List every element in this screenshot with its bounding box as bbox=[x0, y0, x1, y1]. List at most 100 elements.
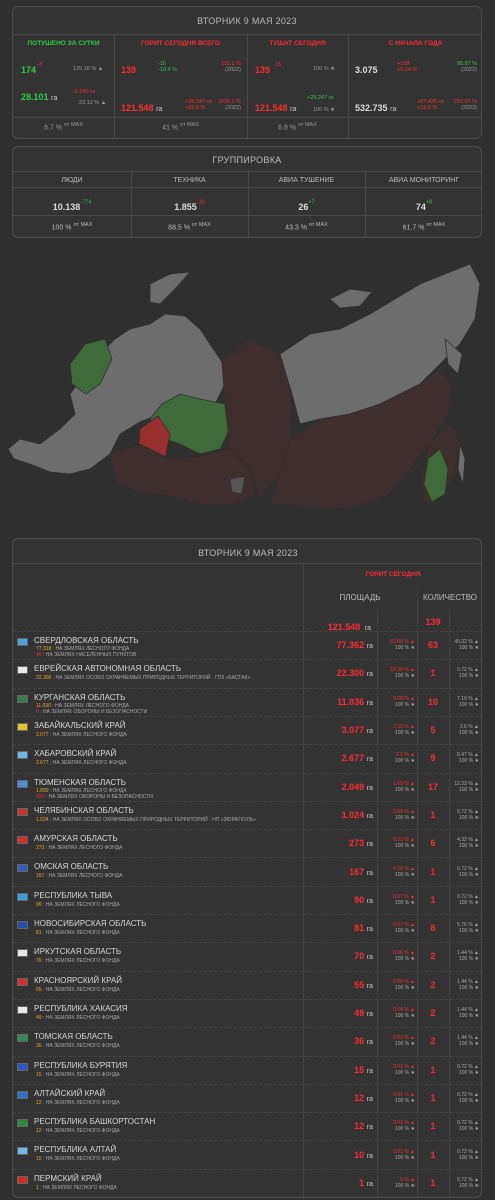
table-row[interactable]: ТОМСКАЯ ОБЛАСТЬ 36 : НА ЗЕМЛЯХ ЛЕСНОГО ФО… bbox=[13, 1027, 483, 1055]
region-flag-icon bbox=[17, 1147, 28, 1156]
region-count: 1 bbox=[430, 1064, 436, 1075]
region-area-pct: 9.08 % ▲ 100 % ★ bbox=[393, 695, 415, 708]
region-count-pct: 0.72 % ▲ 100 % ★ bbox=[457, 1091, 479, 1104]
table-row[interactable]: ИРКУТСКАЯ ОБЛАСТЬ 70 : НА ЗЕМЛЯХ ЛЕСНОГО … bbox=[13, 942, 483, 970]
region-sub-line-1: 1.899 : НА ЗЕМЛЯХ ЛЕСНОГО ФОНДА bbox=[36, 787, 127, 794]
region-flag-icon bbox=[17, 949, 28, 958]
table-row[interactable]: ПЕРМСКИЙ КРАЙ 1 : НА ЗЕМЛЯХ ЛЕСНОГО ФОНДА… bbox=[13, 1168, 483, 1197]
table-row[interactable]: РЕСПУБЛИКА ТЫВА 90 : НА ЗЕМЛЯХ ЛЕСНОГО ФО… bbox=[13, 885, 483, 914]
region-name[interactable]: АЛТАЙСКИЙ КРАЙ bbox=[34, 1088, 106, 1098]
region-name[interactable]: ХАБАРОВСКИЙ КРАЙ bbox=[34, 749, 117, 759]
region-area-pct: 0.01 % ▲ 100 % ★ bbox=[393, 1063, 415, 1076]
region-name[interactable]: РЕСПУБЛИКА АЛТАЙ bbox=[34, 1145, 117, 1155]
map-region-north-islands bbox=[329, 288, 373, 309]
region-flag-icon bbox=[17, 1119, 28, 1128]
region-area-pct: 0 % ▲ 100 % ★ bbox=[394, 1176, 415, 1189]
region-name[interactable]: АМУРСКАЯ ОБЛАСТЬ bbox=[34, 834, 118, 844]
region-count: 1 bbox=[430, 1092, 436, 1103]
region-name[interactable]: РЕСПУБЛИКА БУРЯТИЯ bbox=[34, 1060, 128, 1070]
map-region-arctic-islands bbox=[149, 271, 191, 305]
table-row[interactable]: ТЮМЕНСКАЯ ОБЛАСТЬ 1.899 : НА ЗЕМЛЯХ ЛЕСНО… bbox=[13, 772, 483, 801]
table-row[interactable]: СВЕРДЛОВСКАЯ ОБЛАСТЬ 77.318 : НА ЗЕМЛЯХ Л… bbox=[13, 631, 483, 659]
region-sub-line-2: 150 : НА ЗЕМЛЯХ ОБОРОНЫ И БЕЗОПАСНОСТИ bbox=[36, 793, 153, 800]
table-row[interactable]: ЕВРЕЙСКАЯ АВТОНОМНАЯ ОБЛАСТЬ 22.300 : НА … bbox=[13, 659, 483, 687]
table-row[interactable]: КРАСНОЯРСКИЙ КРАЙ 65 : НА ЗЕМЛЯХ ЛЕСНОГО … bbox=[13, 970, 483, 999]
group-people-label: ЛЮДИ bbox=[61, 177, 83, 184]
region-area: 11.036 га bbox=[337, 696, 373, 707]
table-row[interactable]: КУРГАНСКАЯ ОБЛАСТЬ 11.030 : НА ЗЕМЛЯХ ЛЕС… bbox=[13, 687, 483, 716]
groups-title: ГРУППИРОВКА bbox=[212, 155, 282, 165]
table-count-header[interactable]: КОЛИЧЕСТВО bbox=[422, 593, 478, 602]
region-flag-icon bbox=[17, 864, 28, 873]
region-name[interactable]: ЗАБАЙКАЛЬСКИЙ КРАЙ bbox=[34, 720, 126, 730]
table-row[interactable]: РЕСПУБЛИКА БАШКОРТОСТАН 12 : НА ЗЕМЛЯХ ЛЕ… bbox=[13, 1112, 483, 1140]
map-region-sakhalin bbox=[457, 443, 466, 485]
group-people-value: 10.138-774 bbox=[52, 199, 92, 212]
region-name[interactable]: КУРГАНСКАЯ ОБЛАСТЬ bbox=[34, 692, 126, 702]
region-name[interactable]: ТОМСКАЯ ОБЛАСТЬ bbox=[34, 1032, 113, 1042]
region-name[interactable]: ЧЕЛЯБИНСКАЯ ОБЛАСТЬ bbox=[34, 805, 134, 815]
region-area: 1.024 га bbox=[341, 809, 373, 820]
extinguishing-max: 6.8 % от MAX bbox=[278, 122, 317, 132]
burning-area-delta: +29.247 га +23.6 % bbox=[185, 99, 212, 111]
region-count: 8 bbox=[430, 923, 436, 934]
table-area-header[interactable]: ПЛОЩАДЬ bbox=[339, 593, 381, 602]
extinguished-area-delta: -5.240 га bbox=[73, 89, 96, 95]
table-row[interactable]: АЛТАЙСКИЙ КРАЙ 12 : НА ЗЕМЛЯХ ЛЕСНОГО ФОН… bbox=[13, 1083, 483, 1112]
header-burning: ГОРИТ СЕГОДНЯ ВСЕГО bbox=[141, 40, 220, 47]
extinguishing-area-delta: +29.247 га bbox=[307, 95, 334, 101]
region-name[interactable]: СВЕРДЛОВСКАЯ ОБЛАСТЬ bbox=[34, 636, 139, 645]
region-count-pct: 1.44 % ▲ 100 % ★ bbox=[457, 950, 479, 963]
region-count: 2 bbox=[430, 979, 436, 990]
table-title: ВТОРНИК 9 МАЯ 2023 bbox=[198, 548, 298, 558]
region-count: 1 bbox=[430, 1149, 436, 1160]
region-area-pct: 0.07 % ▲ 100 % ★ bbox=[393, 922, 415, 935]
region-name[interactable]: НОВОСИБИРСКАЯ ОБЛАСТЬ bbox=[34, 919, 147, 928]
region-count: 1 bbox=[430, 809, 436, 820]
region-area-pct: 0.07 % ▲ 100 % ★ bbox=[393, 893, 415, 906]
region-area: 81 га bbox=[354, 923, 373, 934]
region-flag-icon bbox=[17, 1034, 28, 1043]
region-name[interactable]: ИРКУТСКАЯ ОБЛАСТЬ bbox=[34, 947, 122, 957]
region-name[interactable]: РЕСПУБЛИКА ХАКАСИЯ bbox=[34, 1003, 128, 1013]
region-sub-line-1: 36 : НА ЗЕМЛЯХ ЛЕСНОГО ФОНДА bbox=[36, 1043, 120, 1050]
region-sub-line-1: 11.030 : НА ЗЕМЛЯХ ЛЕСНОГО ФОНДА bbox=[36, 702, 130, 709]
region-area-pct: 0.03 % ▲ 100 % ★ bbox=[393, 1035, 415, 1048]
region-area: 36 га bbox=[354, 1036, 373, 1047]
table-row[interactable]: АМУРСКАЯ ОБЛАСТЬ 273 : НА ЗЕМЛЯХ ЛЕСНОГО … bbox=[13, 829, 483, 857]
table-row[interactable]: ЗАБАЙКАЛЬСКИЙ КРАЙ 3.077 : НА ЗЕМЛЯХ ЛЕСН… bbox=[13, 715, 483, 744]
russia-fire-map[interactable] bbox=[0, 244, 495, 534]
region-name[interactable]: ПЕРМСКИЙ КРАЙ bbox=[34, 1173, 102, 1183]
table-row[interactable]: РЕСПУБЛИКА БУРЯТИЯ 15 : НА ЗЕМЛЯХ ЛЕСНОГО… bbox=[13, 1055, 483, 1084]
region-name[interactable]: ОМСКАЯ ОБЛАСТЬ bbox=[34, 862, 109, 872]
map-region-kamchatka bbox=[444, 338, 463, 375]
extinguished-max: 6.7 % от MAX bbox=[44, 122, 83, 132]
region-area: 77.362 га bbox=[336, 640, 373, 651]
extinguishing-count-delta: -15 bbox=[273, 62, 281, 68]
extinguishing-area-pct: 100 % ★ bbox=[313, 107, 336, 113]
table-total-count: 139 bbox=[425, 617, 441, 627]
table-row[interactable]: РЕСПУБЛИКА АЛТАЙ 10 : НА ЗЕМЛЯХ ЛЕСНОГО Ф… bbox=[13, 1140, 483, 1168]
region-area-pct: 0.84 % ▲ 100 % ★ bbox=[393, 808, 415, 821]
region-count-pct: 6.47 % ▲ 100 % ★ bbox=[457, 752, 479, 765]
table-row[interactable]: ОМСКАЯ ОБЛАСТЬ 167 : НА ЗЕМЛЯХ ЛЕСНОГО ФО… bbox=[13, 857, 483, 885]
region-name[interactable]: ТЮМЕНСКАЯ ОБЛАСТЬ bbox=[34, 777, 127, 787]
region-count: 17 bbox=[427, 781, 438, 792]
table-row[interactable]: ЧЕЛЯБИНСКАЯ ОБЛАСТЬ 1.024 : НА ЗЕМЛЯХ ОСО… bbox=[13, 800, 483, 829]
region-name[interactable]: ЕВРЕЙСКАЯ АВТОНОМНАЯ ОБЛАСТЬ bbox=[34, 664, 182, 674]
region-name[interactable]: РЕСПУБЛИКА БАШКОРТОСТАН bbox=[34, 1117, 156, 1127]
region-area-pct: 2.53 % ▲ 100 % ★ bbox=[393, 724, 415, 737]
region-name[interactable]: КРАСНОЯРСКИЙ КРАЙ bbox=[34, 975, 122, 985]
region-count-pct: 0.72 % ▲ 100 % ★ bbox=[457, 893, 479, 906]
region-count: 2 bbox=[430, 951, 436, 962]
region-name[interactable]: РЕСПУБЛИКА ТЫВА bbox=[34, 890, 113, 900]
groups-panel: ГРУППИРОВКА ЛЮДИ ТЕХНИКА АВИА ТУШЕНИЕ АВ… bbox=[12, 146, 482, 238]
region-sub-line-1: 70 : НА ЗЕМЛЯХ ЛЕСНОГО ФОНДА bbox=[36, 958, 120, 965]
region-flag-icon bbox=[17, 921, 28, 929]
table-row[interactable]: РЕСПУБЛИКА ХАКАСИЯ 49 : НА ЗЕМЛЯХ ЛЕСНОГО… bbox=[13, 998, 483, 1027]
table-row[interactable]: НОВОСИБИРСКАЯ ОБЛАСТЬ 81 : НА ЗЕМЛЯХ ЛЕСН… bbox=[13, 914, 483, 942]
regions-table-body: СВЕРДЛОВСКАЯ ОБЛАСТЬ 77.318 : НА ЗЕМЛЯХ Л… bbox=[13, 631, 483, 1197]
table-row[interactable]: ХАБАРОВСКИЙ КРАЙ 2.677 : НА ЗЕМЛЯХ ЛЕСНОГ… bbox=[13, 744, 483, 772]
extinguished-area: 28.101 га bbox=[21, 92, 58, 102]
region-count-pct: 0.72 % ▲ 100 % ★ bbox=[457, 1148, 479, 1161]
